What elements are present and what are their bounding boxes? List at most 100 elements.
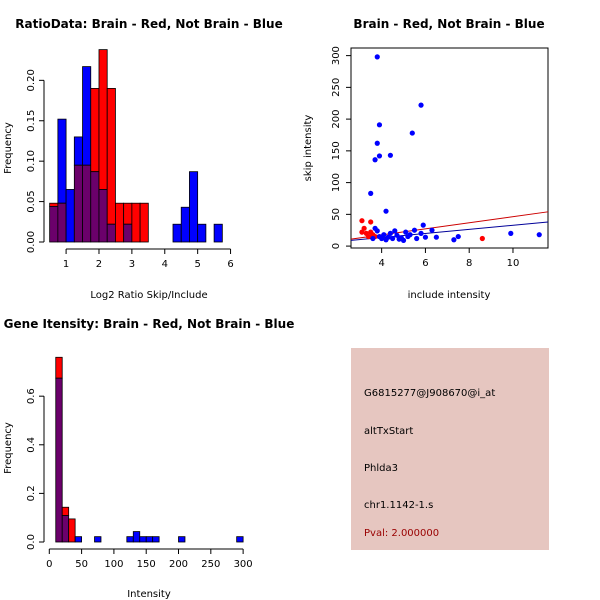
brain-bar xyxy=(131,202,141,243)
not-brain-point xyxy=(394,232,400,238)
not-brain-point xyxy=(508,230,514,236)
location-text: chr1.1142-1.s xyxy=(364,500,433,511)
not-brain-point xyxy=(370,235,376,242)
scatter-x-label: include intensity xyxy=(408,290,491,301)
overlap-bar xyxy=(73,164,83,243)
brain-bar xyxy=(115,202,125,243)
not-brain-point xyxy=(383,208,389,214)
p1-x-tick-label: 5 xyxy=(194,259,200,270)
not-brain-bar xyxy=(145,536,154,543)
not-brain-point xyxy=(374,140,380,146)
p2-x-tick-label: 4 xyxy=(378,258,384,269)
not-brain-point xyxy=(392,228,398,234)
p1-x-tick-label: 1 xyxy=(63,259,69,270)
not-brain-bar xyxy=(139,536,147,543)
not-brain-point xyxy=(429,227,435,233)
event-type-text: altTxStart xyxy=(364,426,413,437)
not-brain-bar xyxy=(213,223,223,243)
probe-id-text: G6815277@J908670@i_at xyxy=(364,388,495,399)
p1-x-tick-label: 2 xyxy=(96,259,102,270)
p3-y-tick-label: 0.4 xyxy=(26,437,37,453)
brain-bar xyxy=(55,356,63,379)
brain-point xyxy=(359,229,365,235)
p3-x-tick-label: 50 xyxy=(75,559,88,570)
not-brain-bar xyxy=(178,536,186,543)
scatter-y-axis: 0 50 100 150 200 250 300 xyxy=(331,46,351,249)
gene-histogram-x-label: Intensity xyxy=(127,589,171,600)
not-brain-point xyxy=(418,230,424,236)
p3-x-tick-label: 0 xyxy=(46,559,52,570)
overlap-bar xyxy=(55,377,63,543)
ratio-histogram-x-axis: 1 2 3 4 5 6 xyxy=(63,248,234,270)
brain-bar xyxy=(49,202,59,207)
brain-point xyxy=(361,225,367,231)
not-brain-point xyxy=(381,232,387,238)
not-brain-bar xyxy=(65,189,75,243)
not-brain-bar xyxy=(180,206,190,243)
not-brain-bar xyxy=(189,171,199,243)
not-brain-point xyxy=(372,157,378,163)
not-brain-bar xyxy=(172,223,182,243)
not-brain-bar xyxy=(197,223,207,243)
not-brain-bar xyxy=(73,136,83,166)
p2-y-tick-label: 200 xyxy=(331,110,342,129)
not-brain-bar xyxy=(94,536,102,543)
not-brain-point xyxy=(411,227,418,233)
scatter-x-axis: 4 6 8 10 xyxy=(378,248,519,269)
p1-x-tick-label: 3 xyxy=(129,259,135,270)
p3-x-tick-label: 250 xyxy=(201,559,220,570)
p1-y-tick-label: 0.05 xyxy=(26,190,37,212)
not-brain-bar xyxy=(126,536,134,543)
scatter-title: Brain - Red, Not Brain - Blue xyxy=(353,17,544,31)
overlap-bar xyxy=(98,189,108,243)
overlap-bar xyxy=(123,223,133,243)
brain-bar xyxy=(123,202,133,225)
ratio-histogram-y-axis: 0.00 0.05 0.10 0.15 0.20 xyxy=(26,69,45,253)
gene-histogram-bars xyxy=(55,356,244,543)
not-brain-point xyxy=(374,228,380,234)
not-brain-point xyxy=(451,237,457,243)
p1-y-tick-label: 0.15 xyxy=(26,110,37,132)
p1-x-tick-label: 6 xyxy=(227,259,233,270)
p2-y-tick-label: 300 xyxy=(331,46,342,65)
not-brain-point xyxy=(433,234,439,240)
ratio-histogram-x-label: Log2 Ratio Skip/Include xyxy=(90,290,207,301)
brain-point xyxy=(365,233,372,240)
brain-point xyxy=(368,219,374,225)
not-brain-bar xyxy=(132,531,141,543)
p2-x-tick-label: 10 xyxy=(507,258,520,269)
p2-y-tick-label: 0 xyxy=(331,243,342,249)
overlap-bar xyxy=(90,171,100,243)
not-brain-point xyxy=(374,54,380,60)
scatter-y-label: skip intensity xyxy=(303,115,314,182)
scatter-points xyxy=(359,54,542,243)
info-panel: G6815277@J908670@i_at altTxStart Phlda3 … xyxy=(351,348,549,550)
ratio-histogram-y-label: Frequency xyxy=(3,122,14,174)
ratio-histogram-panel: RatioData: Brain - Red, Not Brain - Blue… xyxy=(3,17,283,301)
not-brain-point xyxy=(414,235,420,242)
not-brain-point xyxy=(389,235,396,242)
gene-intensity-histogram-panel: Gene Itensity: Brain - Red, Not Brain - … xyxy=(3,317,294,600)
overlap-bar xyxy=(82,164,92,243)
p2-y-tick-label: 250 xyxy=(331,78,342,97)
brain-bar xyxy=(68,518,76,543)
p3-y-tick-label: 0.6 xyxy=(26,388,37,404)
scatter-plot-box xyxy=(350,47,549,249)
brain-bar xyxy=(61,506,70,516)
not-brain-point xyxy=(403,229,409,235)
intensity-scatter-panel: Brain - Red, Not Brain - Blue 4 6 8 10 0 50 1… xyxy=(303,17,549,301)
p3-x-tick-label: 100 xyxy=(104,559,123,570)
p1-y-tick-label: 0.20 xyxy=(26,69,37,91)
not-brain-bar xyxy=(57,118,67,204)
not-brain-bar xyxy=(152,536,160,543)
not-brain-point xyxy=(420,222,426,228)
brain-point xyxy=(359,218,365,224)
p3-y-tick-label: 0.2 xyxy=(26,485,37,501)
overlap-bar xyxy=(61,515,70,543)
brain-bar xyxy=(139,202,149,243)
p3-x-tick-label: 200 xyxy=(169,559,188,570)
not-brain-point xyxy=(536,232,542,238)
p3-x-tick-label: 150 xyxy=(137,559,156,570)
ratio-histogram-bars xyxy=(49,49,223,243)
